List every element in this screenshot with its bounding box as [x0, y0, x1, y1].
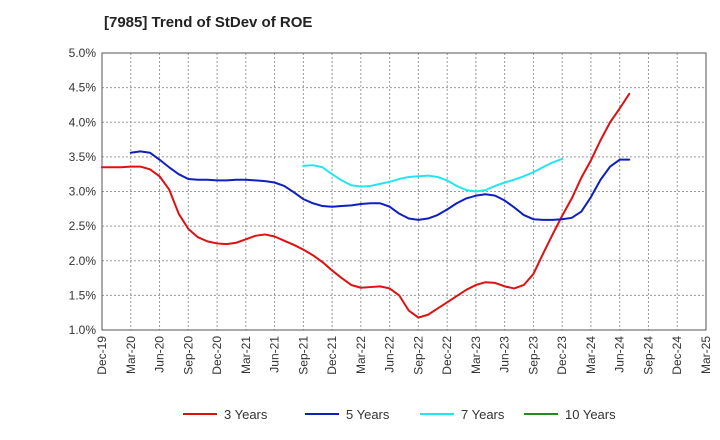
- y-tick-label: 3.0%: [69, 185, 97, 199]
- x-tick-label: Jun-24: [613, 336, 627, 373]
- x-tick-label: Dec-24: [670, 336, 684, 375]
- x-tick-label: Mar-23: [469, 336, 483, 374]
- plot-border: [101, 52, 707, 331]
- series-line-3-years: [101, 92, 631, 319]
- series-line-5-years: [129, 150, 631, 221]
- x-tick-label: Dec-19: [95, 336, 109, 375]
- x-tick-label: Mar-22: [354, 336, 368, 374]
- x-axis-ticks: Dec-19 Mar-20 Jun-20 Sep-20 Dec-20 Mar-21 Jun-…: [95, 336, 713, 375]
- y-tick-label: 4.0%: [69, 115, 97, 129]
- x-tick-label: Jun-22: [383, 336, 397, 373]
- x-tick-label: Jun-21: [268, 336, 282, 373]
- x-tick-label: Jun-20: [153, 336, 167, 373]
- x-tick-label: Dec-20: [210, 336, 224, 375]
- chart-title: [7985] Trend of StDev of ROE: [104, 14, 313, 31]
- x-tick-label: Jun-23: [498, 336, 512, 373]
- y-tick-label: 1.0%: [69, 323, 97, 337]
- grid-layer: [101, 52, 707, 331]
- x-tick-label: Mar-25: [699, 336, 713, 374]
- y-tick-label: 4.5%: [69, 81, 97, 95]
- plot-frame: [101, 52, 707, 331]
- x-tick-label: Mar-20: [124, 336, 138, 374]
- y-tick-label: 2.5%: [69, 219, 97, 233]
- x-tick-label: Sep-23: [526, 336, 540, 375]
- legend-label: 3 Years: [224, 407, 268, 422]
- x-tick-label: Dec-23: [555, 336, 569, 375]
- y-tick-label: 2.0%: [69, 254, 97, 268]
- legend-label: 10 Years: [565, 407, 616, 422]
- legend-item-3-years: 3 Years: [183, 407, 268, 422]
- x-tick-label: Dec-22: [440, 336, 454, 375]
- x-tick-label: Dec-21: [325, 336, 339, 375]
- x-tick-label: Sep-20: [181, 336, 195, 375]
- x-tick-label: Sep-24: [641, 336, 655, 375]
- y-tick-label: 3.5%: [69, 150, 97, 164]
- legend-item-7-years: 7 Years: [420, 407, 505, 422]
- x-tick-label: Mar-21: [239, 336, 253, 374]
- y-tick-label: 5.0%: [69, 46, 97, 60]
- legend-label: 7 Years: [461, 407, 505, 422]
- series-layer: [101, 92, 631, 319]
- legend: 3 Years 5 Years 7 Years 10 Years: [183, 407, 616, 422]
- y-axis-ticks: 1.0% 1.5% 2.0% 2.5% 3.0% 3.5% 4.0% 4.5% 5.0%: [69, 46, 97, 337]
- x-tick-label: Sep-22: [411, 336, 425, 375]
- x-tick-label: Sep-21: [296, 336, 310, 375]
- y-tick-label: 1.5%: [69, 288, 97, 302]
- series-line-7-years: [302, 157, 564, 193]
- legend-label: 5 Years: [346, 407, 390, 422]
- legend-item-5-years: 5 Years: [305, 407, 390, 422]
- legend-item-10-years: 10 Years: [524, 407, 616, 422]
- x-tick-label: Mar-24: [584, 336, 598, 374]
